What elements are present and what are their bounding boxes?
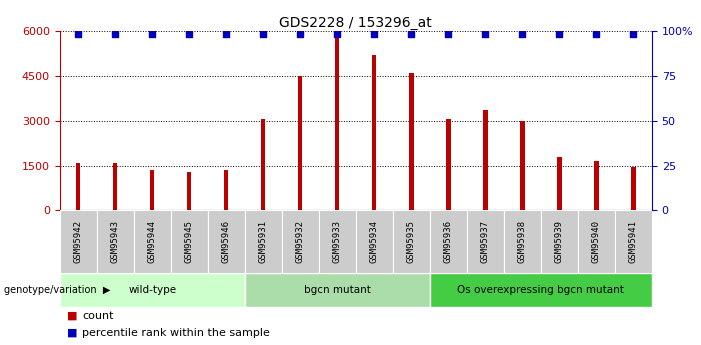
Bar (245, 210, 282, 273)
Point (72, 31, 83, 37)
Text: GSM95942: GSM95942 (74, 220, 83, 263)
Bar (319, 210, 355, 273)
Text: GSM95932: GSM95932 (296, 220, 305, 263)
Title: GDS2228 / 153296_at: GDS2228 / 153296_at (280, 16, 432, 30)
Bar (298, 76, 302, 210)
Bar (355, 210, 393, 273)
Text: GSM95934: GSM95934 (369, 220, 379, 263)
Text: count: count (82, 311, 114, 321)
Point (591, 31, 602, 37)
Text: GSM95943: GSM95943 (111, 220, 120, 263)
Point (294, 31, 306, 37)
Bar (504, 210, 541, 273)
Bar (393, 210, 430, 273)
Text: GSM95941: GSM95941 (629, 220, 638, 263)
Bar (409, 73, 414, 210)
Point (517, 31, 528, 37)
Point (147, 31, 158, 37)
Bar (541, 210, 578, 273)
Point (443, 31, 454, 37)
Text: bgcn mutant: bgcn mutant (304, 285, 371, 295)
Bar (261, 119, 266, 210)
Bar (245, 273, 430, 307)
Text: percentile rank within the sample: percentile rank within the sample (82, 328, 270, 338)
Text: GSM95936: GSM95936 (444, 220, 453, 263)
Point (369, 31, 380, 37)
Text: Os overexpressing bgcn mutant: Os overexpressing bgcn mutant (458, 285, 625, 295)
Bar (134, 210, 170, 273)
Bar (631, 167, 636, 210)
Bar (76, 162, 81, 210)
Bar (60, 210, 97, 273)
Text: GSM95937: GSM95937 (481, 220, 490, 263)
Text: GSM95944: GSM95944 (148, 220, 156, 263)
Text: GSM95938: GSM95938 (518, 220, 527, 263)
Bar (224, 170, 229, 210)
Text: GSM95935: GSM95935 (407, 220, 416, 263)
Text: GSM95945: GSM95945 (184, 220, 193, 263)
Point (628, 31, 639, 37)
Point (479, 31, 491, 37)
Bar (97, 210, 134, 273)
Bar (467, 210, 504, 273)
Bar (430, 273, 652, 307)
Bar (282, 210, 319, 273)
Bar (446, 119, 451, 210)
Bar (170, 210, 207, 273)
Point (221, 31, 232, 37)
Bar (520, 121, 524, 210)
Bar (150, 170, 154, 210)
Point (184, 31, 195, 37)
Bar (557, 157, 562, 210)
Bar (60, 273, 245, 307)
Bar (372, 55, 376, 210)
Bar (615, 210, 652, 273)
Point (332, 31, 343, 37)
Bar (113, 163, 117, 210)
Bar (483, 110, 488, 210)
Bar (430, 210, 467, 273)
Text: wild-type: wild-type (128, 285, 176, 295)
Text: GSM95933: GSM95933 (333, 220, 342, 263)
Bar (594, 161, 599, 210)
Bar (207, 210, 245, 273)
Text: GSM95939: GSM95939 (555, 220, 564, 263)
Point (257, 31, 268, 37)
Bar (187, 172, 191, 210)
Text: genotype/variation  ▶: genotype/variation ▶ (4, 285, 110, 295)
Point (554, 31, 565, 37)
Point (109, 31, 121, 37)
Text: ■: ■ (67, 311, 77, 321)
Bar (578, 210, 615, 273)
Text: GSM95946: GSM95946 (222, 220, 231, 263)
Text: GSM95931: GSM95931 (259, 220, 268, 263)
Text: GSM95940: GSM95940 (592, 220, 601, 263)
Bar (335, 34, 339, 210)
Text: ■: ■ (67, 328, 77, 338)
Point (406, 31, 417, 37)
